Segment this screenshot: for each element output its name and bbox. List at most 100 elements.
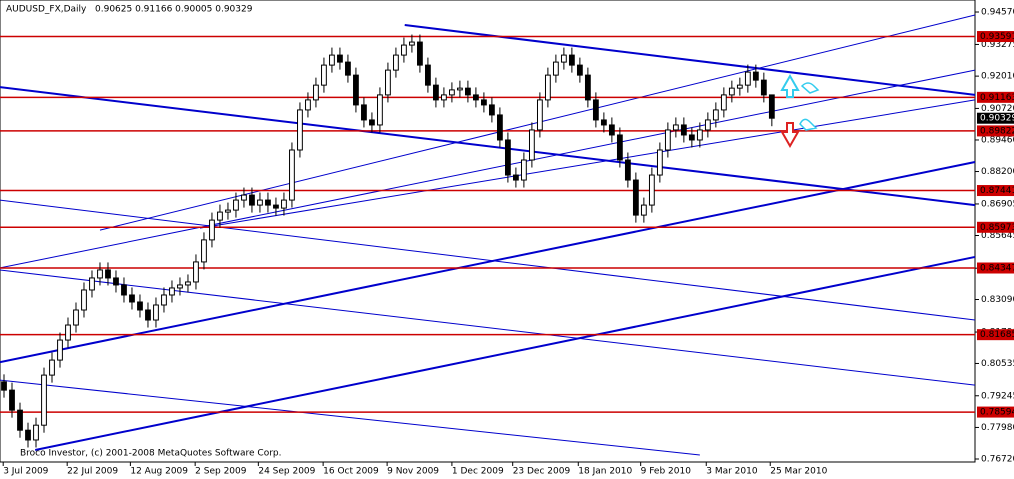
candle-body (720, 94, 727, 111)
level-label: 0.93591 (980, 32, 1014, 42)
candle-body (624, 159, 631, 181)
candle-body (337, 54, 343, 63)
y-tick-label: 0.86905 (981, 199, 1014, 209)
candle-body (209, 219, 215, 241)
candle-body (520, 159, 527, 181)
candle-body (560, 54, 567, 63)
level-label-bg (977, 125, 1014, 137)
candle-body (552, 61, 559, 76)
chart-title: AUDUSD_FX,Daily (6, 5, 87, 15)
candle-body (488, 104, 495, 116)
candle-body (672, 124, 679, 131)
candle-body (145, 309, 151, 321)
x-tick-label: 18 Jan 2010 (578, 467, 632, 477)
arrow-down (780, 122, 800, 149)
level-label-bg (977, 329, 1014, 341)
candle-body (393, 54, 399, 71)
candle-body (425, 64, 431, 86)
candle-body (640, 204, 647, 216)
x-tick-label: 2 Sep 2009 (195, 467, 247, 477)
candle-body (680, 124, 687, 136)
candle-body (744, 71, 751, 86)
trend-line (0, 69, 976, 269)
hand-icon (800, 82, 820, 94)
candle-body (616, 134, 623, 161)
price-label: 0.90329 (980, 114, 1014, 124)
candle-body (17, 409, 23, 431)
candle-body (353, 74, 359, 106)
y-tick-label: 0.85645 (981, 231, 1014, 241)
candle-body (433, 84, 439, 101)
candle-body (25, 429, 31, 441)
candle-body (265, 199, 271, 206)
candle-body (576, 64, 583, 76)
candle-body (473, 94, 479, 101)
x-tick-label: 25 Mar 2010 (770, 467, 827, 477)
candle-body (273, 204, 279, 209)
x-tick-label: 1 Dec 2009 (452, 467, 504, 477)
candle-body (321, 64, 327, 86)
candle-body (193, 261, 199, 283)
candle-body (377, 94, 383, 126)
candle-body (409, 41, 415, 46)
y-tick-label: 0.79245 (981, 391, 1014, 401)
candle-body (41, 374, 47, 426)
candle-body (385, 69, 391, 96)
trend-line (0, 161, 976, 364)
candle-body (752, 71, 759, 81)
plot-frame (0, 0, 976, 463)
trend-line (0, 199, 976, 321)
candle-body (57, 339, 63, 361)
candle-body (153, 304, 159, 321)
x-tick-label: 22 Jul 2009 (67, 467, 118, 477)
x-tick-label: 24 Sep 2009 (258, 467, 315, 477)
hand-icon (799, 118, 818, 131)
candle-body (632, 179, 639, 216)
candle-body (201, 239, 207, 263)
candle-body (65, 324, 71, 341)
candle-body (768, 94, 775, 119)
candle-body (696, 129, 703, 141)
candle-body (225, 209, 231, 213)
candle-body (369, 119, 375, 126)
candle-body (584, 74, 591, 101)
price-label-bg (977, 112, 1014, 124)
x-tick-label: 16 Oct 2009 (323, 467, 379, 477)
candle-body (656, 149, 663, 176)
candle-body (592, 99, 599, 121)
candle-body (137, 301, 143, 311)
candle-body (217, 211, 223, 221)
level-label: 0.89822 (980, 126, 1014, 136)
y-tick-label: 0.76720 (981, 454, 1014, 464)
candle-body (257, 199, 263, 206)
level-label: 0.91163 (980, 93, 1014, 103)
x-tick-label: 3 Mar 2010 (706, 467, 758, 477)
candle-body (249, 194, 255, 206)
candle-body (297, 109, 303, 151)
candle-body (688, 134, 695, 141)
y-tick-label: 0.93275 (981, 40, 1014, 50)
candle-body (233, 199, 239, 211)
level-label: 0.81685 (980, 330, 1014, 340)
candle-body (289, 149, 295, 201)
candle-body (313, 84, 319, 101)
ohlc-readout: 0.90625 0.91166 0.90005 0.90329 (95, 5, 253, 15)
level-label: 0.78594 (980, 408, 1014, 418)
candle-body (121, 284, 127, 296)
candle-body (361, 104, 367, 121)
x-tick-label: 12 Aug 2009 (130, 467, 188, 477)
footer: Broco Investor, (c) 2001-2008 MetaQuotes… (20, 449, 281, 459)
y-tick-label: 0.80535 (981, 359, 1014, 369)
x-tick-label: 9 Feb 2010 (641, 467, 692, 477)
level-label: 0.84347 (980, 264, 1014, 274)
candle-body (417, 41, 423, 66)
candle-body (512, 174, 519, 181)
candle-body (169, 287, 175, 296)
candle-body (544, 74, 551, 101)
candle-body (528, 129, 535, 161)
